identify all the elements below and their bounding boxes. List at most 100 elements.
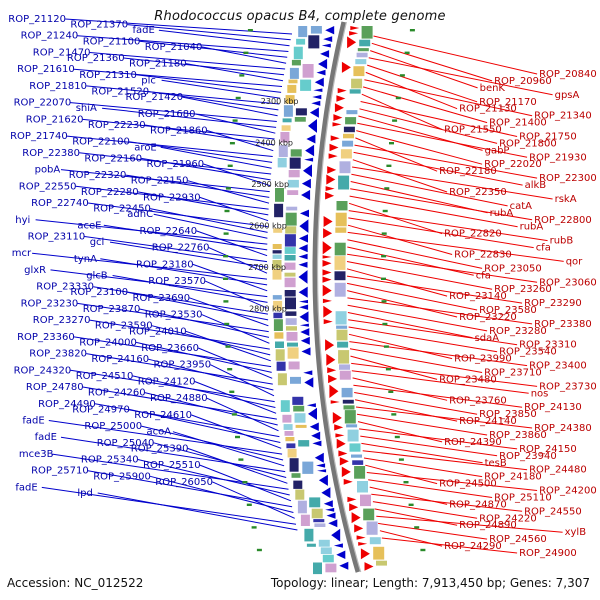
forward-label-connector [79,152,272,175]
reverse-label-connector [347,253,538,283]
reverse-gene-label: ROP_23050 [484,263,542,274]
backbone-arc [312,21,361,573]
reverse-label-connector [378,522,488,540]
forward-gene-label: acoA [147,427,172,438]
forward-label-connector [199,196,269,222]
feature-block [343,133,354,139]
reverse-gene-label: ROP_24870 [449,499,507,510]
forward-gene-label: ROP_25710 [31,466,89,477]
reverse-gene-arrow [322,298,332,304]
reverse-gene-arrow [351,512,361,524]
kbp-tick-outer [232,119,238,122]
reverse-gene-label: ROP_24500 [439,479,497,490]
reverse-gene-arrow [323,305,333,318]
forward-label-connector [150,208,268,233]
feature-block [320,547,332,554]
forward-gene-label: ROP_21860 [150,126,208,137]
forward-gene-arrow [331,528,341,542]
forward-label-connector [102,107,277,128]
feature-block [335,311,347,325]
forward-gene-arrow [318,474,328,486]
forward-gene-arrow [328,519,338,528]
feature-block [346,424,358,428]
feature-block [283,424,293,430]
kbp-tick-outer [223,255,229,258]
forward-label-connector [132,375,276,408]
forward-label-connector [128,408,281,443]
feature-block [293,480,303,489]
kbp-tick-inner [382,322,388,326]
forward-label-connector [136,74,282,93]
forward-label-connector [112,275,268,303]
feature-block [275,188,284,202]
forward-gene-label: fadE [133,25,155,36]
reverse-label-connector [346,282,478,311]
forward-label-connector [127,291,269,321]
forward-label-connector [192,263,268,292]
reverse-label-connector [351,362,538,387]
reverse-gene-arrow [322,260,332,267]
reverse-gene-label: ROP_22020 [484,159,542,170]
reverse-label-connector [348,202,443,235]
forward-label-connector [161,79,281,99]
forward-gene-arrow [298,261,308,268]
reverse-label-connector [348,333,453,360]
kbp-tick-outer [251,526,257,529]
feature-block [287,448,297,458]
reverse-gene-arrow [326,174,336,185]
forward-gene-label: ROP_21470 [33,48,91,59]
kbp-tick-inner [381,232,387,235]
forward-gene-arrow [311,100,321,106]
forward-gene-label: ROP_23660 [141,343,199,354]
feature-block [289,157,301,169]
forward-gene-label: ROP_23870 [83,304,141,315]
feature-block [291,59,301,66]
reverse-label-connector [354,144,538,179]
forward-gene-arrow [312,94,322,100]
kbp-tick-outer [227,368,233,371]
reverse-label-connector [354,399,458,422]
forward-gene-label: ROP_23690 [133,293,191,304]
kbp-tick-outer [243,51,249,54]
reverse-gene-label: ROP_23480 [439,374,497,385]
forward-gene-label: ROP_21310 [79,70,137,81]
reverse-gene-arrow [332,122,342,127]
reverse-gene-arrow [349,31,359,36]
forward-gene-arrow [304,377,314,388]
kbp-tick-outer [224,209,230,213]
reverse-gene-label: alkB [525,180,547,191]
feature-block [313,519,325,523]
reverse-label-connector [359,428,518,450]
reverse-gene-arrow [334,103,344,113]
feature-block [300,79,312,91]
forward-label-connector [210,364,275,397]
reverse-gene-label: ROP_21750 [519,132,577,143]
feature-block [349,89,361,94]
reverse-gene-label: cfa [476,270,491,281]
forward-label-connector [135,341,272,373]
reverse-label-connector [349,195,518,228]
reverse-gene-label: ROP_24480 [529,465,587,476]
reverse-gene-arrow [350,26,360,31]
forward-gene-arrow [313,88,323,92]
forward-gene-arrow [300,328,310,336]
feature-block [298,440,310,447]
forward-gene-arrow [298,286,308,298]
forward-label-connector [129,141,273,163]
forward-gene-label: fadE [15,482,37,493]
forward-gene-arrow [325,26,335,35]
feature-block [292,396,304,405]
feature-tracks-layer [272,26,387,575]
forward-label-connector [77,302,269,333]
feature-block [288,361,300,370]
forward-label-connector [84,236,268,263]
feature-block [284,247,296,254]
kbp-tick-outer [242,481,248,484]
feature-block [309,497,321,508]
forward-gene-label: ROP_22380 [22,148,80,159]
forward-label-connector [66,135,273,157]
forward-label-connector [48,420,283,455]
reverse-label-connector [350,188,533,221]
